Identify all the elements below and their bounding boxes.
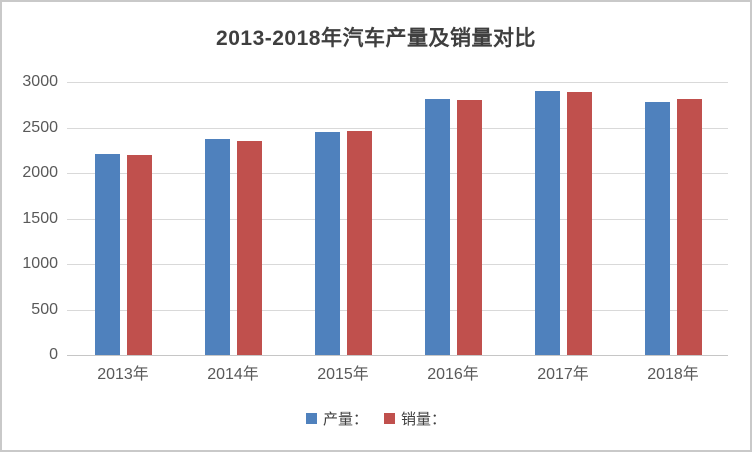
bar-销量-2016年: [457, 100, 482, 355]
legend-item: 产量：: [305, 408, 368, 429]
x-tick-label: 2016年: [427, 366, 479, 383]
y-tick-label: 3000: [22, 73, 58, 90]
y-tick-label: 0: [49, 346, 58, 363]
x-tick-label: 2013年: [97, 366, 149, 383]
legend-label: 销量：: [401, 411, 447, 428]
legend-swatch-icon: [305, 413, 317, 424]
bar-产量-2015年: [315, 132, 340, 355]
legend-item: 销量：: [384, 408, 446, 429]
y-tick-label: 1500: [22, 210, 58, 227]
legend-label: 产量：: [322, 411, 368, 428]
bar-产量-2018年: [645, 102, 670, 355]
bar-销量-2018年: [677, 99, 702, 355]
y-tick-label: 2500: [22, 119, 58, 136]
legend: 产量： 销量：: [2, 408, 750, 429]
bar-产量-2016年: [425, 99, 450, 355]
bar-销量-2017年: [567, 92, 592, 355]
chart-title: 2013-2018年汽车产量及销量对比: [216, 27, 536, 50]
gridline: [67, 219, 728, 220]
x-tick-label: 2014年: [207, 366, 259, 383]
bar-销量-2013年: [127, 155, 152, 355]
x-tick-label: 2015年: [317, 366, 369, 383]
gridline: [67, 82, 728, 83]
gridline: [67, 173, 728, 174]
y-tick-label: 1000: [22, 255, 58, 272]
bar-销量-2015年: [347, 131, 372, 355]
gridline: [67, 128, 728, 129]
x-tick-label: 2018年: [647, 366, 699, 383]
bar-产量-2013年: [95, 154, 120, 355]
y-tick-label: 500: [31, 301, 58, 318]
bar-产量-2014年: [205, 139, 230, 355]
legend-swatch-icon: [384, 413, 395, 424]
bar-产量-2017年: [535, 91, 560, 355]
x-axis-line: [67, 355, 728, 356]
bar-销量-2014年: [237, 141, 262, 355]
x-tick-label: 2017年: [537, 366, 589, 383]
gridline: [67, 264, 728, 265]
gridline: [67, 310, 728, 311]
y-tick-label: 2000: [22, 164, 58, 181]
